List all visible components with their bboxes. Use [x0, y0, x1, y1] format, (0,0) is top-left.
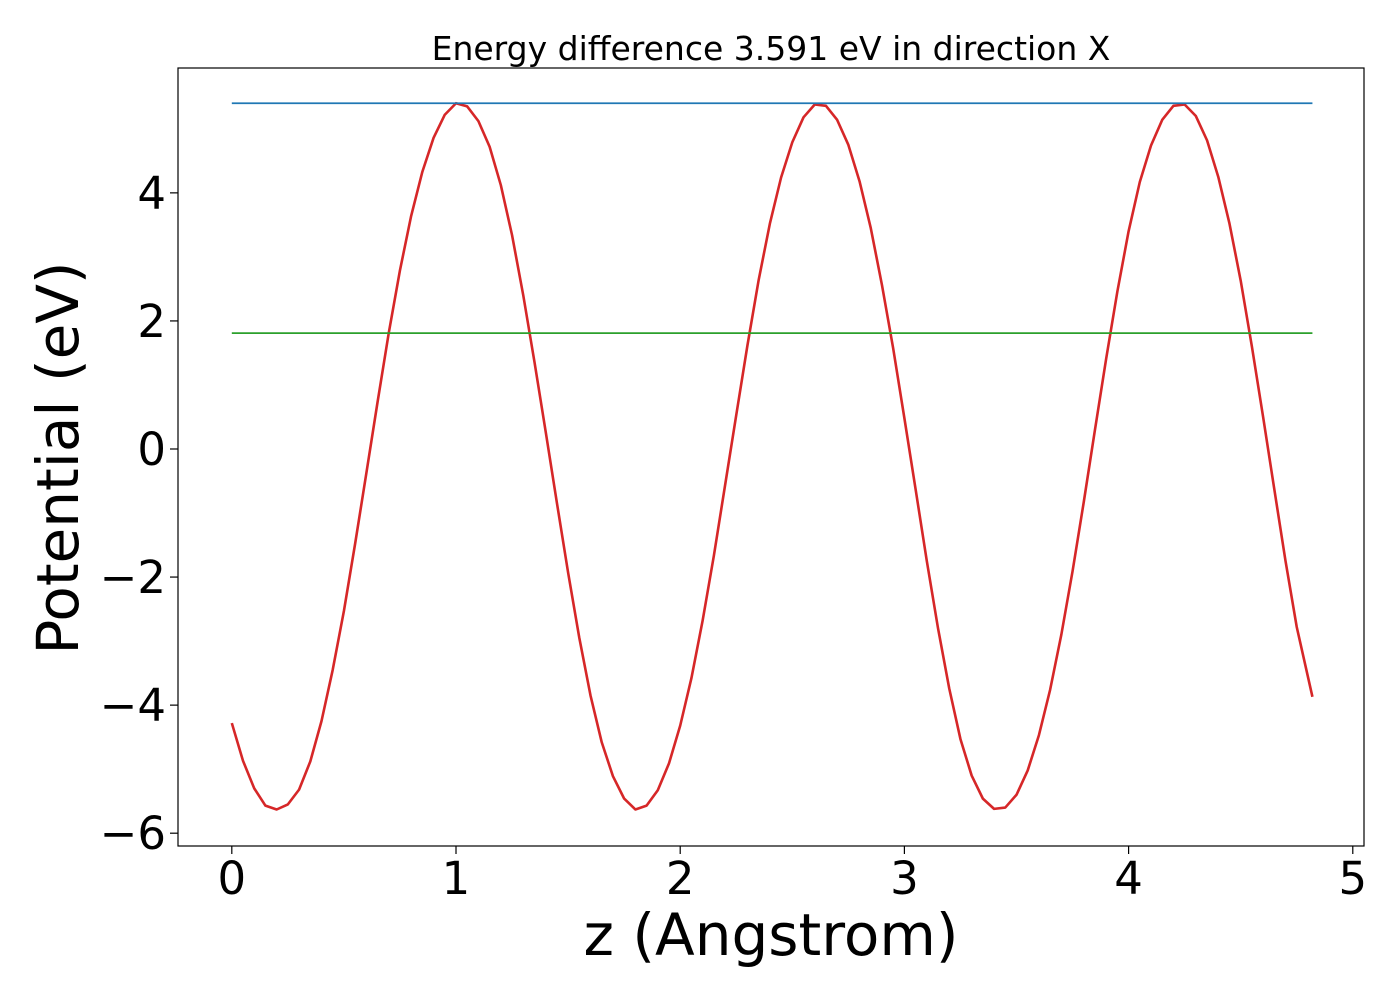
plot-frame — [177, 67, 1365, 847]
x-axis-label: z (Angstrom) — [584, 901, 959, 969]
y-tick-label: 0 — [137, 423, 166, 476]
x-axis: 0 1 2 3 4 5 — [217, 846, 1367, 905]
y-axis: −6 −4 −2 0 2 4 — [100, 167, 178, 860]
y-axis-label: Potential (eV) — [24, 261, 92, 654]
x-tick-label: 1 — [442, 852, 471, 905]
x-tick-label: 4 — [1114, 852, 1143, 905]
y-tick-label: 2 — [137, 295, 166, 348]
x-tick-label: 3 — [890, 852, 919, 905]
y-tick-label: −4 — [100, 679, 166, 732]
y-tick-label: 4 — [137, 167, 166, 220]
x-tick-label: 5 — [1338, 852, 1367, 905]
y-tick-label: −2 — [100, 551, 166, 604]
potential-line — [230, 101, 1314, 811]
y-tick-label: −6 — [100, 807, 166, 860]
x-tick-label: 2 — [666, 852, 695, 905]
x-tick-label: 0 — [217, 852, 246, 905]
series-layer — [230, 101, 1314, 811]
chart-title: Energy difference 3.591 eV in direction … — [432, 29, 1111, 68]
